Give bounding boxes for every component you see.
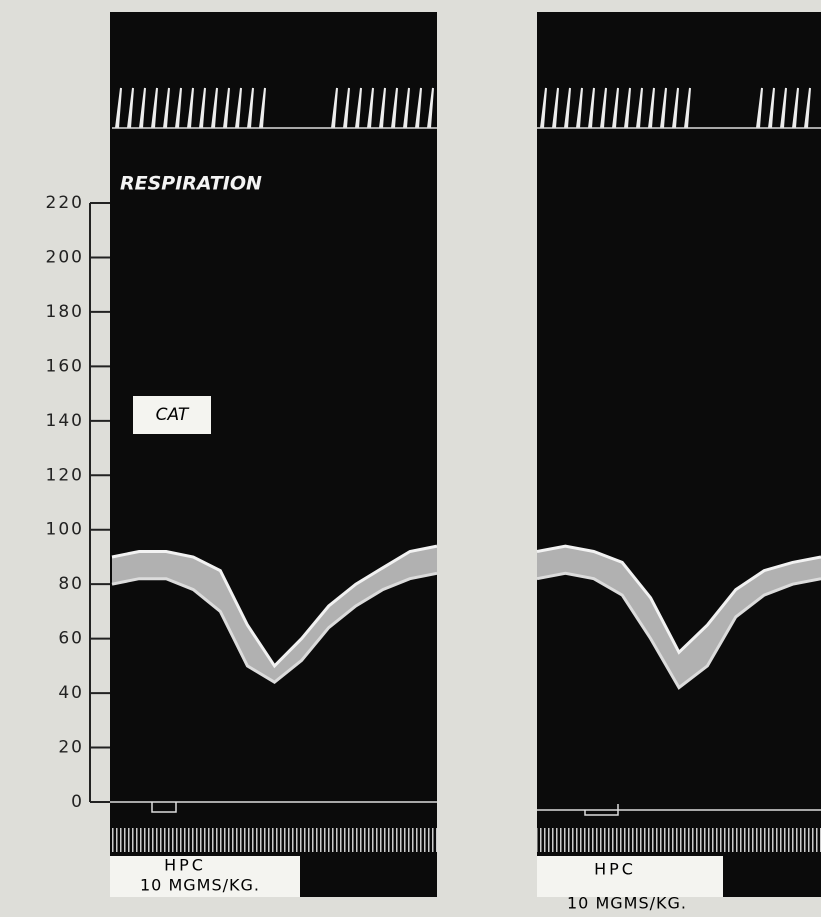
y-tick-label: 160 xyxy=(46,356,84,376)
y-tick-label: 20 xyxy=(58,738,84,758)
y-tick-label: 80 xyxy=(58,574,84,594)
y-tick-label: 0 xyxy=(71,792,84,812)
dose-label: 10 MGMS/KG. xyxy=(567,894,687,913)
panel xyxy=(110,12,437,897)
dose-label: 10 MGMS/KG. xyxy=(140,876,260,895)
y-tick-label: 180 xyxy=(46,302,84,322)
respiration-label: RESPIRATION xyxy=(120,173,262,195)
y-tick-label: 220 xyxy=(46,193,84,213)
y-tick-label: 120 xyxy=(46,465,84,485)
drug-label: HPC xyxy=(594,860,636,879)
drug-label: HPC xyxy=(164,856,206,875)
y-tick-label: 60 xyxy=(58,629,84,649)
page: HPC 10 MGMS/KG. HPC 10 MGMS/KG. RESPIRAT… xyxy=(0,0,821,917)
y-tick-label: 100 xyxy=(46,520,84,540)
y-tick-label: 140 xyxy=(46,411,84,431)
time-marker xyxy=(537,828,821,852)
time-marker xyxy=(110,828,437,852)
y-tick-label: 200 xyxy=(46,247,84,267)
y-tick-label: 40 xyxy=(58,683,84,703)
figure: HPC 10 MGMS/KG. HPC 10 MGMS/KG. RESPIRAT… xyxy=(0,0,821,917)
species-label: CAT xyxy=(156,405,190,425)
panel xyxy=(537,12,821,897)
